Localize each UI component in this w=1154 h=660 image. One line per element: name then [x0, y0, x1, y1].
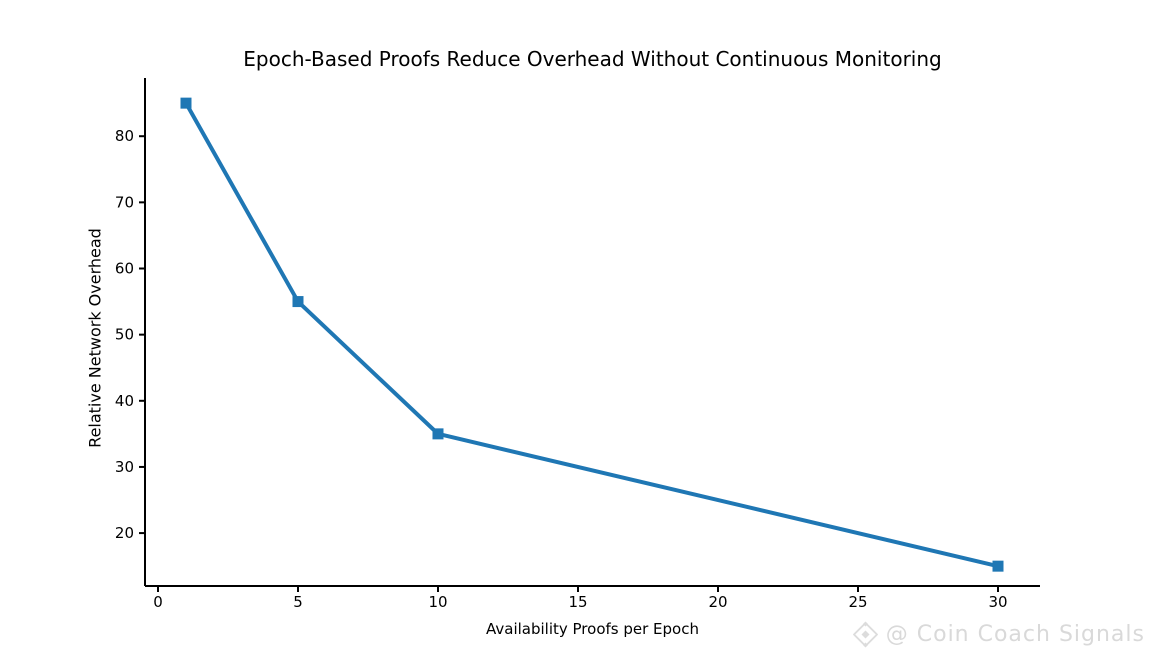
y-tick-label: 60 [115, 260, 134, 278]
x-tick-label: 20 [708, 593, 727, 611]
x-tick-label: 10 [428, 593, 447, 611]
x-tick-label: 15 [568, 593, 587, 611]
x-tick-label: 25 [848, 593, 867, 611]
y-tick-label: 50 [115, 326, 134, 344]
data-point-marker [432, 428, 444, 440]
y-tick-label: 30 [115, 458, 134, 476]
x-tick-label: 30 [988, 593, 1007, 611]
diamond-crypto-logo-icon [852, 621, 878, 648]
x-tick-label: 5 [293, 593, 303, 611]
data-point-marker [180, 97, 192, 109]
y-tick-label: 20 [115, 524, 134, 542]
y-tick-label: 40 [115, 392, 134, 410]
x-tick-label: 0 [153, 593, 163, 611]
y-tick-label: 80 [115, 127, 134, 145]
watermark-text: @ Coin Coach Signals [885, 622, 1145, 647]
y-tick-label: 70 [115, 193, 134, 211]
data-line [184, 102, 999, 569]
data-point-marker [992, 560, 1004, 572]
watermark: @ Coin Coach Signals [852, 621, 1145, 648]
chart-title: Epoch-Based Proofs Reduce Overhead Witho… [243, 47, 942, 71]
x-axis-label: Availability Proofs per Epoch [486, 620, 699, 638]
data-point-marker [292, 296, 304, 308]
